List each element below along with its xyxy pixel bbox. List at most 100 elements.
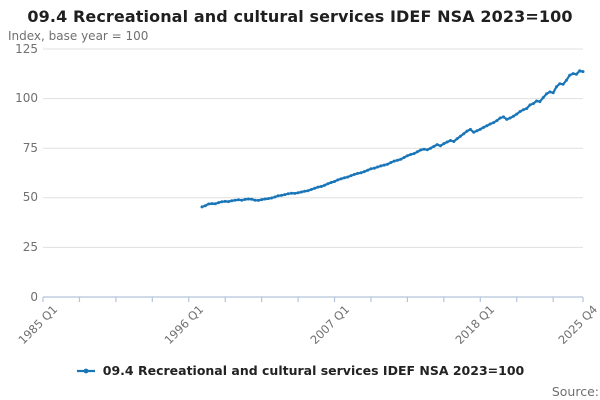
y-tick-label: 75 — [22, 140, 38, 155]
series-point-marker — [574, 72, 578, 76]
series-point-marker — [468, 127, 472, 131]
series-point-marker — [237, 198, 240, 202]
series-point-marker — [525, 107, 529, 110]
series-point-marker — [207, 202, 211, 206]
series-point-marker — [266, 197, 270, 201]
series-point-marker — [455, 137, 459, 141]
series-point-marker — [561, 82, 565, 86]
series-point-marker — [200, 205, 204, 209]
series-point-marker — [511, 114, 515, 118]
series-point-marker — [313, 186, 317, 190]
series-point-marker — [203, 204, 207, 208]
series-point-marker — [386, 162, 389, 166]
series-point-marker — [475, 129, 479, 133]
series-point-marker — [230, 199, 234, 203]
series-point-marker — [505, 117, 509, 121]
series-point-marker — [217, 201, 221, 205]
series-point-marker — [379, 164, 383, 168]
series-point-marker — [336, 178, 340, 182]
series-point-marker — [382, 163, 386, 167]
series-point-marker — [316, 185, 320, 189]
series-point-marker — [419, 148, 423, 152]
series-point-marker — [442, 142, 446, 146]
series-point-marker — [352, 172, 356, 176]
series-point-marker — [462, 132, 466, 136]
y-tick-label: 50 — [22, 190, 38, 205]
series-point-marker — [415, 150, 419, 154]
series-point-marker — [452, 140, 456, 143]
series-point-marker — [429, 146, 433, 150]
series-point-marker — [303, 189, 307, 193]
series-point-marker — [376, 165, 380, 169]
series-point-marker — [458, 134, 462, 138]
series-point-marker — [409, 153, 413, 156]
series-point-marker — [531, 102, 535, 106]
series-point-marker — [538, 100, 542, 104]
series-point-marker — [253, 198, 257, 202]
series-point-marker — [392, 159, 396, 163]
series-point-marker — [492, 121, 496, 125]
series-point-marker — [233, 198, 237, 202]
series-point-marker — [366, 168, 370, 172]
series-point-marker — [243, 197, 247, 201]
series-point-marker — [508, 116, 512, 120]
series-point-marker — [293, 191, 297, 195]
series-point-marker — [422, 147, 426, 151]
series-point-marker — [449, 139, 452, 142]
series-point-marker — [296, 191, 300, 195]
chart-title: 09.4 Recreational and cultural services … — [27, 7, 573, 26]
y-tick-label: 0 — [30, 289, 38, 304]
series-point-marker — [286, 192, 290, 196]
series-point-marker — [445, 140, 449, 144]
series-point-marker — [402, 156, 406, 159]
series-point-marker — [369, 167, 373, 171]
series-point-marker — [349, 174, 353, 178]
y-tick-label: 125 — [15, 41, 38, 56]
series-point-marker — [240, 198, 244, 202]
series-point-marker — [435, 143, 439, 147]
series-point-marker — [581, 70, 585, 74]
series-point-marker — [518, 110, 522, 113]
legend: 09.4 Recreational and cultural services … — [0, 363, 600, 378]
series-point-marker — [439, 144, 442, 148]
series-point-marker — [465, 129, 469, 133]
series-point-marker — [488, 122, 492, 126]
series-point-marker — [250, 197, 254, 201]
series-point-marker — [482, 125, 486, 129]
source-label: Source: — [551, 384, 599, 399]
series-point-marker — [432, 144, 436, 148]
y-tick-label: 25 — [22, 239, 38, 254]
series-point-marker — [535, 99, 539, 103]
legend-label: 09.4 Recreational and cultural services … — [102, 363, 525, 378]
series-point-marker — [399, 157, 403, 161]
series-point-marker — [478, 127, 482, 131]
series-point-marker — [548, 90, 552, 94]
y-tick-label: 100 — [15, 91, 38, 106]
series-point-marker — [343, 176, 346, 180]
series-point-marker — [571, 72, 575, 76]
series-point-marker — [362, 170, 366, 174]
series-point-marker — [246, 197, 250, 201]
series-point-marker — [280, 193, 283, 197]
series-point-marker — [515, 112, 519, 116]
series-point-marker — [502, 115, 505, 119]
series-point-marker — [290, 191, 293, 195]
series-point-marker — [329, 181, 333, 184]
series-point-marker — [299, 190, 303, 194]
series-point-marker — [306, 189, 310, 193]
series-point-marker — [372, 166, 376, 170]
legend-line-marker-icon — [76, 368, 95, 373]
series-point-marker — [472, 130, 476, 134]
series-point-marker — [333, 180, 336, 183]
series-point-marker — [498, 116, 502, 120]
series-point-marker — [270, 196, 274, 200]
series-point-marker — [568, 73, 572, 77]
series-point-marker — [389, 161, 393, 164]
series-point-marker — [359, 171, 363, 175]
series-point-marker — [555, 85, 558, 89]
series-point-marker — [564, 78, 568, 82]
series-point-marker — [220, 200, 224, 204]
series-point-marker — [309, 188, 313, 191]
